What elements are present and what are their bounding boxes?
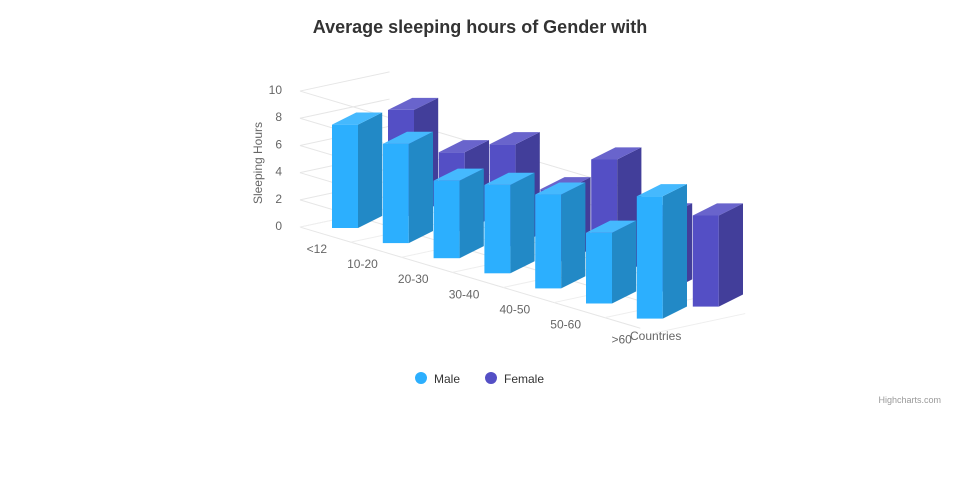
legend-item-male[interactable]: Male: [415, 372, 460, 386]
y-tick-label: 2: [275, 192, 282, 206]
x-tick-label: <12: [307, 242, 328, 256]
legend-label-male: Male: [434, 372, 460, 386]
x-axis-ticks: <12 10-20 20-30 30-40 40-50 50-60 >60: [307, 242, 632, 347]
y-tick-label: 0: [275, 219, 282, 233]
bar-top-face: [591, 147, 642, 160]
y-tick-label: 8: [275, 110, 282, 124]
bar-male-5[interactable]: [586, 220, 637, 304]
bars: [332, 97, 743, 319]
bar-front-face: [382, 143, 409, 244]
bar-top-face: [388, 97, 439, 110]
bar-side-face: [358, 112, 383, 228]
x-tick-label: >60: [611, 333, 632, 347]
y-tick-label: 4: [275, 165, 282, 179]
bar-side-face: [561, 182, 586, 289]
bar-top-face: [535, 182, 586, 195]
x-tick-label: 20-30: [398, 272, 429, 286]
bar-front-face: [692, 215, 719, 307]
bar-top-face: [636, 184, 687, 197]
grid-line: [299, 71, 390, 92]
grid-line: [299, 226, 641, 329]
bar-top-face: [484, 172, 535, 185]
x-tick-label: 40-50: [499, 302, 530, 316]
bar-top-face: [586, 220, 637, 233]
bar-front-face: [586, 232, 612, 304]
bar-top-face: [332, 112, 383, 125]
bar-male-2[interactable]: [433, 168, 484, 259]
bar-front-face: [433, 180, 460, 259]
x-tick-label: 30-40: [449, 287, 480, 301]
bar-front-face: [484, 184, 511, 274]
x-tick-label: 50-60: [550, 318, 581, 332]
bar-top-face: [433, 168, 484, 181]
bar-front-face: [332, 124, 358, 228]
y-axis-label: Sleeping Hours: [251, 122, 265, 204]
bar-male-6[interactable]: [636, 184, 687, 319]
legend: Male Female: [415, 372, 544, 386]
bar-male-4[interactable]: [535, 182, 586, 289]
bar-male-1[interactable]: [382, 131, 433, 244]
bar-side-face: [612, 220, 637, 304]
x-axis-label: Countries: [630, 329, 681, 343]
bar-top-face: [438, 140, 489, 153]
y-tick-label: 10: [269, 83, 283, 97]
legend-label-female: Female: [504, 372, 544, 386]
bar-female-6[interactable]: [692, 203, 743, 307]
bar-top-face: [382, 131, 433, 144]
grid-line: [299, 98, 390, 119]
bar-side-face: [408, 131, 433, 244]
chart-title: Average sleeping hours of Gender with: [313, 17, 647, 37]
y-axis-ticks: 0 2 4 6 8 10: [269, 83, 283, 233]
bar-front-face: [535, 194, 562, 289]
bar-male-0[interactable]: [332, 112, 383, 228]
grid-line: [655, 313, 746, 334]
bar-side-face: [718, 203, 743, 307]
bar-top-face: [489, 132, 540, 145]
bar-side-face: [459, 168, 484, 259]
bar-male-3[interactable]: [484, 172, 535, 274]
bar-front-face: [636, 196, 663, 319]
y-tick-label: 6: [275, 137, 282, 151]
legend-marker-female: [485, 372, 497, 384]
bar-side-face: [510, 172, 535, 274]
bar-side-face: [662, 184, 687, 319]
bar-top-face: [692, 203, 743, 216]
legend-item-female[interactable]: Female: [485, 372, 544, 386]
legend-marker-male: [415, 372, 427, 384]
x-tick-label: 10-20: [347, 257, 378, 271]
credits-link[interactable]: Highcharts.com: [878, 395, 941, 405]
